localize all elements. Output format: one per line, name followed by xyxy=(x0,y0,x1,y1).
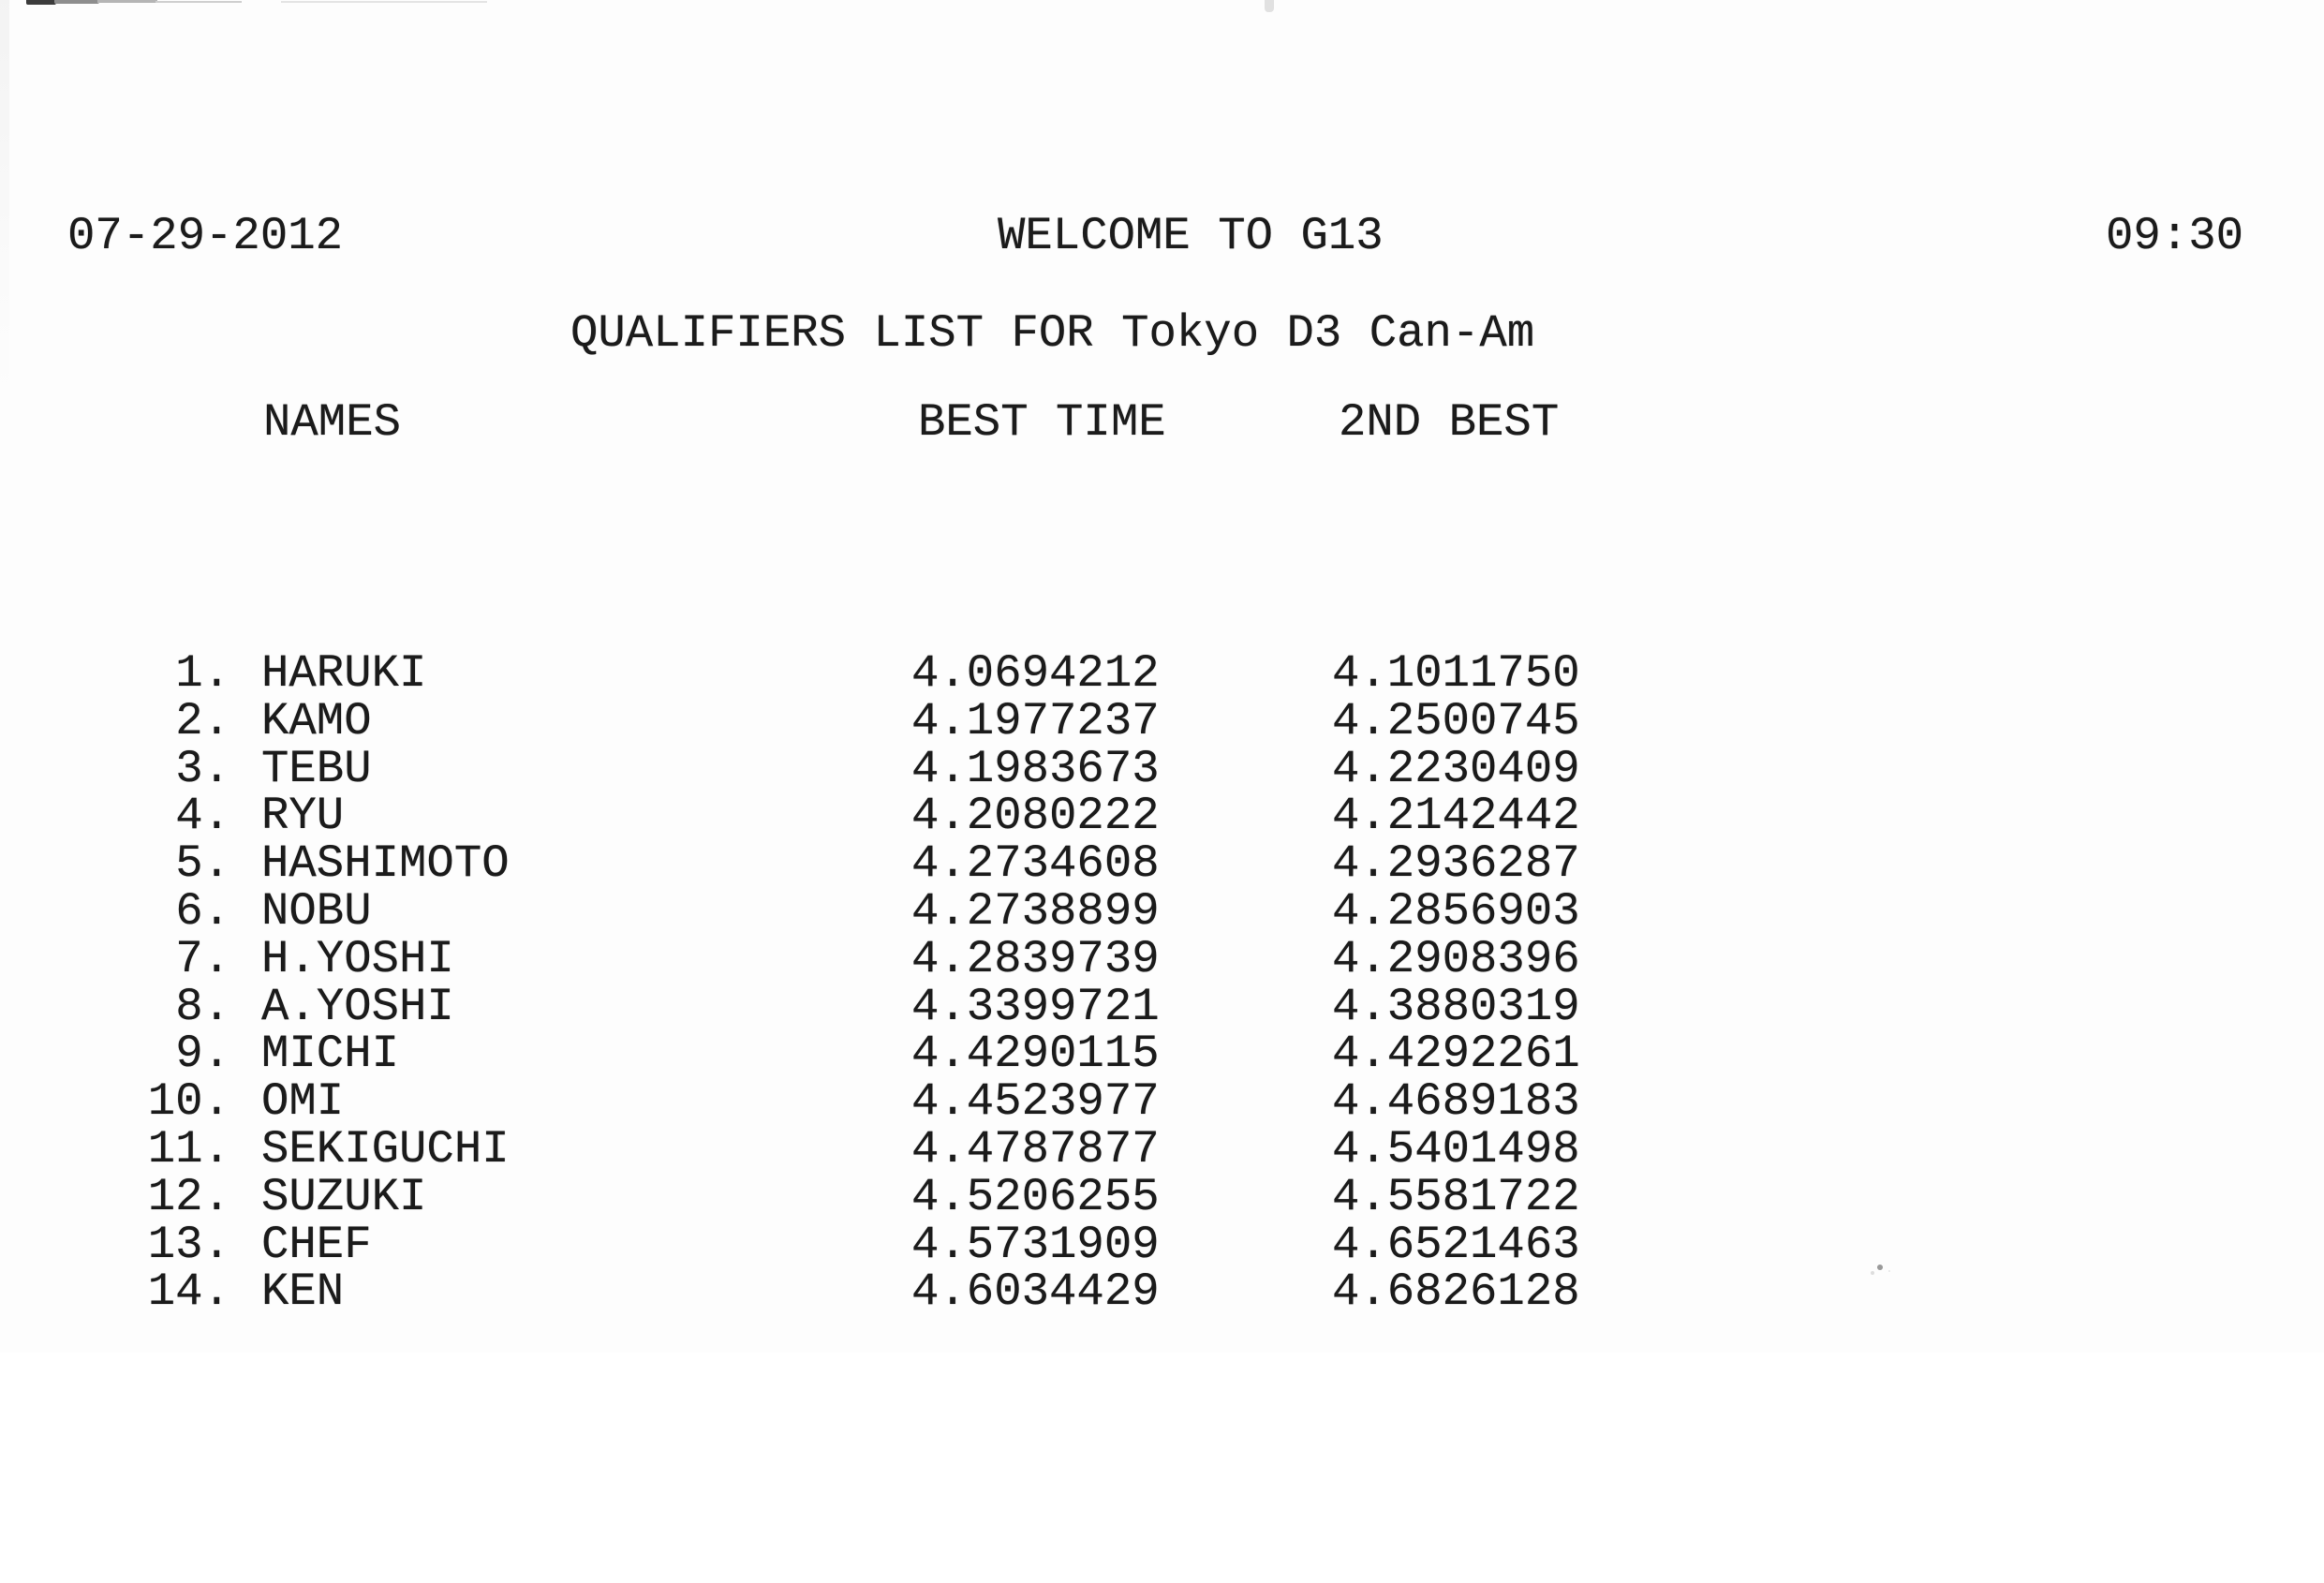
table-row: 4. RYU 4.2080222 4.2142442 xyxy=(0,792,2324,840)
table-row: 14. KEN 4.6034429 4.6826128 xyxy=(0,1268,2324,1316)
second-best-cell: 4.2230409 xyxy=(1332,742,1580,795)
subtitle: QUALIFIERS LIST FOR Tokyo D3 Can-Am xyxy=(570,307,1535,360)
best-time-cell: 4.2734608 xyxy=(911,837,1160,891)
table-row: 11. SEKIGUCHI 4.4787877 4.5401498 xyxy=(0,1126,2324,1174)
table-row: 7. H.YOSHI 4.2839739 4.2908396 xyxy=(0,932,2324,985)
rank-cell: 7. xyxy=(175,932,230,985)
scan-artifact-speck xyxy=(1877,1265,1883,1270)
scan-artifact-top-edge-faint xyxy=(155,1,242,3)
name-cell: KAMO xyxy=(261,694,372,747)
rank-cell: 4. xyxy=(175,790,230,843)
second-best-cell: 4.5401498 xyxy=(1332,1122,1580,1176)
best-time-cell: 4.5731909 xyxy=(911,1218,1160,1271)
rank-cell: 5. xyxy=(175,837,230,891)
scan-artifact-top-edge-trail xyxy=(281,1,487,3)
second-best-cell: 4.2142442 xyxy=(1332,790,1580,843)
rank-cell: 11. xyxy=(147,1122,230,1176)
second-best-cell: 4.3880319 xyxy=(1332,980,1580,1033)
name-cell: TEBU xyxy=(261,742,372,795)
name-cell: HASHIMOTO xyxy=(261,837,510,891)
best-time-cell: 4.3399721 xyxy=(911,980,1160,1033)
best-time-cell: 4.2738899 xyxy=(911,884,1160,938)
name-cell: OMI xyxy=(261,1075,345,1129)
name-cell: SUZUKI xyxy=(261,1170,427,1223)
rank-cell: 12. xyxy=(147,1170,230,1223)
second-best-cell: 4.1011750 xyxy=(1332,647,1580,700)
column-header-best-time: BEST TIME xyxy=(918,396,1166,449)
rank-cell: 10. xyxy=(147,1075,230,1129)
name-cell: RYU xyxy=(261,790,345,843)
best-time-cell: 4.4290115 xyxy=(911,1028,1160,1081)
table-row: 10. OMI 4.4523977 4.4689183 xyxy=(0,1078,2324,1126)
table-row: 5. HASHIMOTO 4.2734608 4.2936287 xyxy=(0,840,2324,888)
best-time-cell: 4.4523977 xyxy=(911,1075,1160,1129)
name-cell: NOBU xyxy=(261,884,372,938)
second-best-cell: 4.6521463 xyxy=(1332,1218,1580,1271)
best-time-cell: 4.6034429 xyxy=(911,1265,1160,1319)
name-cell: KEN xyxy=(261,1265,345,1319)
name-cell: H.YOSHI xyxy=(261,932,454,985)
column-header-second-best: 2ND BEST xyxy=(1339,396,1560,449)
second-best-cell: 4.2936287 xyxy=(1332,837,1580,891)
best-time-cell: 4.5206255 xyxy=(911,1170,1160,1223)
second-best-cell: 4.2500745 xyxy=(1332,694,1580,747)
best-time-cell: 4.2080222 xyxy=(911,790,1160,843)
page-title: WELCOME TO G13 xyxy=(998,210,1384,262)
table-row: 2. KAMO 4.1977237 4.2500745 xyxy=(0,694,2324,747)
rank-cell: 1. xyxy=(175,647,230,700)
best-time-cell: 4.2839739 xyxy=(911,932,1160,985)
rank-cell: 3. xyxy=(175,742,230,795)
table-row: 1. HARUKI 4.0694212 4.1011750 xyxy=(0,650,2324,698)
rank-cell: 13. xyxy=(147,1218,230,1271)
column-header-names: NAMES xyxy=(263,396,402,449)
second-best-cell: 4.4292261 xyxy=(1332,1028,1580,1081)
name-cell: HARUKI xyxy=(261,647,427,700)
table-row: 9. MICHI 4.4290115 4.4292261 xyxy=(0,1030,2324,1078)
best-time-cell: 4.1983673 xyxy=(911,742,1160,795)
rank-cell: 2. xyxy=(175,694,230,747)
best-time-cell: 4.4787877 xyxy=(911,1122,1160,1176)
second-best-cell: 4.2856903 xyxy=(1332,884,1580,938)
name-cell: CHEF xyxy=(261,1218,372,1271)
table-row: 8. A.YOSHI 4.3399721 4.3880319 xyxy=(0,980,2324,1033)
table-row: 6. NOBU 4.2738899 4.2856903 xyxy=(0,888,2324,936)
scanned-qualifiers-sheet: 07-29-2012 WELCOME TO G13 09:30 QUALIFIE… xyxy=(0,0,2324,1316)
scan-artifact-top-edge-light xyxy=(97,0,157,3)
second-best-cell: 4.6826128 xyxy=(1332,1265,1580,1319)
best-time-cell: 4.1977237 xyxy=(911,694,1160,747)
scan-artifact-top-edge-gray xyxy=(54,0,99,4)
name-cell: MICHI xyxy=(261,1028,400,1081)
date-label: 07-29-2012 xyxy=(67,210,344,262)
rank-cell: 6. xyxy=(175,884,230,938)
scan-artifact-top-edge-dark xyxy=(26,0,56,5)
second-best-cell: 4.4689183 xyxy=(1332,1075,1580,1129)
time-label: 09:30 xyxy=(2106,210,2244,262)
table-row: 13. CHEF 4.5731909 4.6521463 xyxy=(0,1221,2324,1269)
table-row: 3. TEBU 4.1983673 4.2230409 xyxy=(0,742,2324,795)
rank-cell: 9. xyxy=(175,1028,230,1081)
table-row: 12. SUZUKI 4.5206255 4.5581722 xyxy=(0,1170,2324,1223)
second-best-cell: 4.2908396 xyxy=(1332,932,1580,985)
qualifiers-list: 1. HARUKI 4.0694212 4.1011750 2. KAMO 4.… xyxy=(0,493,2324,1316)
best-time-cell: 4.0694212 xyxy=(911,647,1160,700)
scan-artifact-top-center-mark xyxy=(1265,0,1274,12)
rank-cell: 8. xyxy=(175,980,230,1033)
name-cell: A.YOSHI xyxy=(261,980,454,1033)
name-cell: SEKIGUCHI xyxy=(261,1122,510,1176)
second-best-cell: 4.5581722 xyxy=(1332,1170,1580,1223)
rank-cell: 14. xyxy=(147,1265,230,1319)
